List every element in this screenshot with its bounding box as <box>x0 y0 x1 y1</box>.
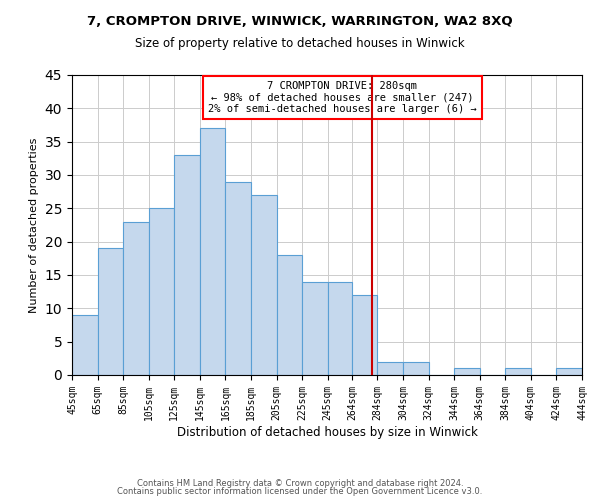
Bar <box>277 255 302 375</box>
Bar <box>302 282 328 375</box>
Bar <box>505 368 531 375</box>
Bar <box>149 208 174 375</box>
Bar <box>454 368 480 375</box>
Bar <box>123 222 149 375</box>
Text: Size of property relative to detached houses in Winwick: Size of property relative to detached ho… <box>135 38 465 51</box>
Text: Contains HM Land Registry data © Crown copyright and database right 2024.: Contains HM Land Registry data © Crown c… <box>137 478 463 488</box>
Bar <box>200 128 226 375</box>
Bar <box>328 282 352 375</box>
Text: Contains public sector information licensed under the Open Government Licence v3: Contains public sector information licen… <box>118 487 482 496</box>
Text: 7, CROMPTON DRIVE, WINWICK, WARRINGTON, WA2 8XQ: 7, CROMPTON DRIVE, WINWICK, WARRINGTON, … <box>87 15 513 28</box>
Bar <box>226 182 251 375</box>
X-axis label: Distribution of detached houses by size in Winwick: Distribution of detached houses by size … <box>176 426 478 438</box>
Bar <box>72 315 98 375</box>
Bar <box>251 195 277 375</box>
Bar <box>377 362 403 375</box>
Bar <box>174 155 200 375</box>
Bar <box>98 248 123 375</box>
Text: 7 CROMPTON DRIVE: 280sqm
← 98% of detached houses are smaller (247)
2% of semi-d: 7 CROMPTON DRIVE: 280sqm ← 98% of detach… <box>208 81 476 114</box>
Y-axis label: Number of detached properties: Number of detached properties <box>29 138 39 312</box>
Bar <box>352 295 377 375</box>
Bar <box>556 368 582 375</box>
Bar <box>403 362 428 375</box>
